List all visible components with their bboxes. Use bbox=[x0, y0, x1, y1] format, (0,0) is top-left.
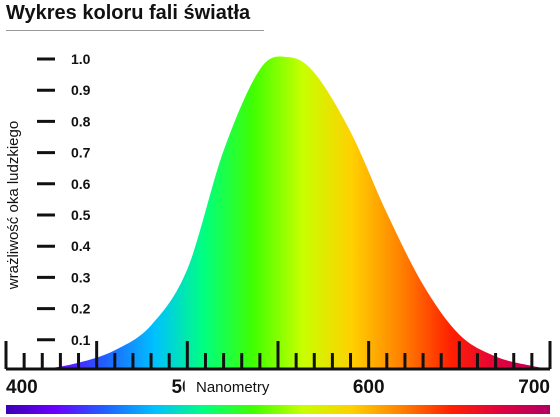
x-tick-label: 700 bbox=[518, 377, 550, 398]
y-tick-label: 0.6 bbox=[71, 176, 91, 192]
x-axis-label-background bbox=[184, 375, 281, 399]
y-tick-label: 0.3 bbox=[71, 269, 91, 285]
y-tick-label: 0.2 bbox=[71, 301, 91, 317]
title-divider bbox=[6, 30, 264, 31]
x-axis: 400500600700 bbox=[4, 341, 552, 398]
y-tick-label: 0.7 bbox=[71, 145, 91, 161]
y-tick-label: 1.0 bbox=[71, 51, 91, 67]
chart-title: Wykres koloru fali światła bbox=[6, 2, 251, 24]
y-tick-label: 0.8 bbox=[71, 113, 91, 129]
spectrum-bar bbox=[6, 405, 550, 414]
x-tick-label: 600 bbox=[353, 377, 385, 398]
sensitivity-curve-area bbox=[6, 56, 550, 370]
y-axis-label: wrażliwość oka ludzkiego bbox=[5, 121, 22, 290]
y-axis-ticks: 0.1 0.2 0.3 0.4 0.5 0.6 0.7 0.8 0.9 1.0 bbox=[37, 51, 91, 348]
y-tick-label: 0.1 bbox=[71, 332, 91, 348]
y-tick-label: 0.4 bbox=[71, 238, 91, 254]
x-axis-label: Nanometry bbox=[196, 379, 270, 396]
x-tick-label: 400 bbox=[6, 377, 38, 398]
y-tick-label: 0.5 bbox=[71, 207, 91, 223]
y-tick-label: 0.9 bbox=[71, 82, 91, 98]
